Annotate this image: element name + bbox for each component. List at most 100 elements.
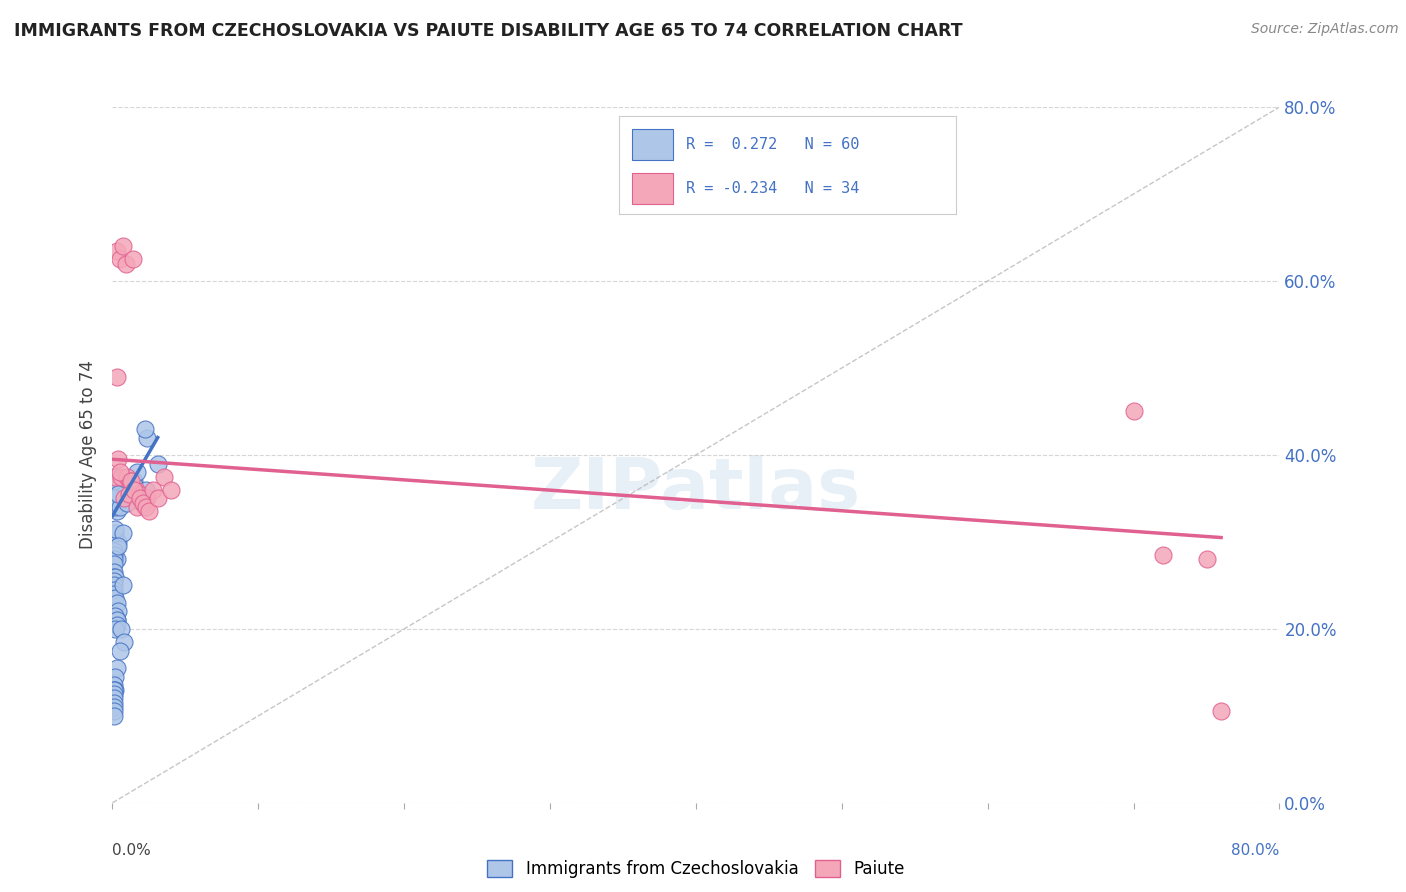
Point <box>146 457 169 471</box>
Point <box>105 539 128 553</box>
Text: IMMIGRANTS FROM CZECHOSLOVAKIA VS PAIUTE DISABILITY AGE 65 TO 74 CORRELATION CHA: IMMIGRANTS FROM CZECHOSLOVAKIA VS PAIUTE… <box>14 22 963 40</box>
Point <box>114 256 136 270</box>
Point <box>108 252 131 267</box>
Point <box>127 500 149 514</box>
Point <box>103 578 125 592</box>
Point <box>115 496 138 510</box>
Point <box>108 500 131 514</box>
Point <box>105 617 128 632</box>
Point <box>1122 404 1144 418</box>
Point <box>105 504 128 518</box>
Point <box>105 487 128 501</box>
Point <box>104 522 127 536</box>
Point <box>104 469 127 483</box>
Point <box>103 582 125 597</box>
Point <box>105 613 128 627</box>
Point <box>111 526 134 541</box>
Point <box>103 678 125 692</box>
Point <box>135 500 157 514</box>
Point <box>103 474 125 488</box>
Point <box>103 574 125 588</box>
Point <box>103 491 125 506</box>
Point <box>107 605 129 619</box>
Point <box>105 613 128 627</box>
Point <box>103 548 125 562</box>
Legend: Immigrants from Czechoslovakia, Paiute: Immigrants from Czechoslovakia, Paiute <box>481 854 911 885</box>
Point <box>152 469 174 483</box>
Point <box>103 708 125 723</box>
Point <box>115 469 138 483</box>
Point <box>1195 552 1218 566</box>
Point <box>104 500 127 514</box>
Point <box>135 483 157 497</box>
Point <box>105 552 128 566</box>
Point <box>111 578 134 592</box>
Point <box>138 504 160 518</box>
Point <box>124 478 146 492</box>
Point <box>142 483 165 497</box>
Point <box>131 496 153 510</box>
Point <box>107 539 129 553</box>
Point <box>104 469 127 483</box>
Point <box>103 700 125 714</box>
Point <box>105 661 128 675</box>
Point <box>104 526 127 541</box>
Point <box>118 474 141 488</box>
Point <box>136 491 159 506</box>
Point <box>105 369 128 384</box>
Point <box>103 691 125 706</box>
Y-axis label: Disability Age 65 to 74: Disability Age 65 to 74 <box>79 360 97 549</box>
Point <box>104 670 127 684</box>
Point <box>112 491 135 506</box>
Point <box>103 682 125 697</box>
Point <box>104 682 127 697</box>
Point <box>120 474 142 488</box>
Bar <box>633 128 672 161</box>
Point <box>104 570 127 584</box>
Point <box>127 466 149 480</box>
Point <box>107 452 129 467</box>
Point <box>108 643 131 657</box>
Point <box>104 608 127 623</box>
Point <box>107 487 129 501</box>
Point <box>107 534 129 549</box>
Point <box>103 587 125 601</box>
Point <box>117 487 139 501</box>
Point <box>124 474 146 488</box>
Point <box>103 552 125 566</box>
Point <box>103 705 125 719</box>
Point <box>134 422 156 436</box>
Text: R = -0.234   N = 34: R = -0.234 N = 34 <box>686 181 859 196</box>
Point <box>103 687 125 701</box>
Point <box>1152 548 1174 562</box>
Point <box>128 487 150 501</box>
Point <box>160 483 183 497</box>
Point <box>1209 705 1232 719</box>
Point <box>103 682 125 697</box>
Point <box>103 570 125 584</box>
Point <box>103 696 125 710</box>
Text: 80.0%: 80.0% <box>1232 843 1279 858</box>
Point <box>134 500 156 514</box>
Point <box>104 591 127 606</box>
Point <box>146 491 169 506</box>
Text: 0.0%: 0.0% <box>112 843 152 858</box>
Point <box>136 431 159 445</box>
Point <box>103 566 125 580</box>
Point <box>108 466 131 480</box>
Point <box>132 496 155 510</box>
Point <box>122 252 145 267</box>
Point <box>110 469 132 483</box>
Point <box>111 239 134 253</box>
Point <box>103 543 125 558</box>
Point <box>104 622 127 636</box>
Point <box>124 483 146 497</box>
Text: Source: ZipAtlas.com: Source: ZipAtlas.com <box>1251 22 1399 37</box>
Text: ZIPatlas: ZIPatlas <box>531 455 860 524</box>
Point <box>105 244 128 258</box>
Point <box>129 491 152 506</box>
Bar <box>633 173 672 204</box>
Point <box>103 469 125 483</box>
Point <box>105 596 128 610</box>
Text: R =  0.272   N = 60: R = 0.272 N = 60 <box>686 136 859 152</box>
